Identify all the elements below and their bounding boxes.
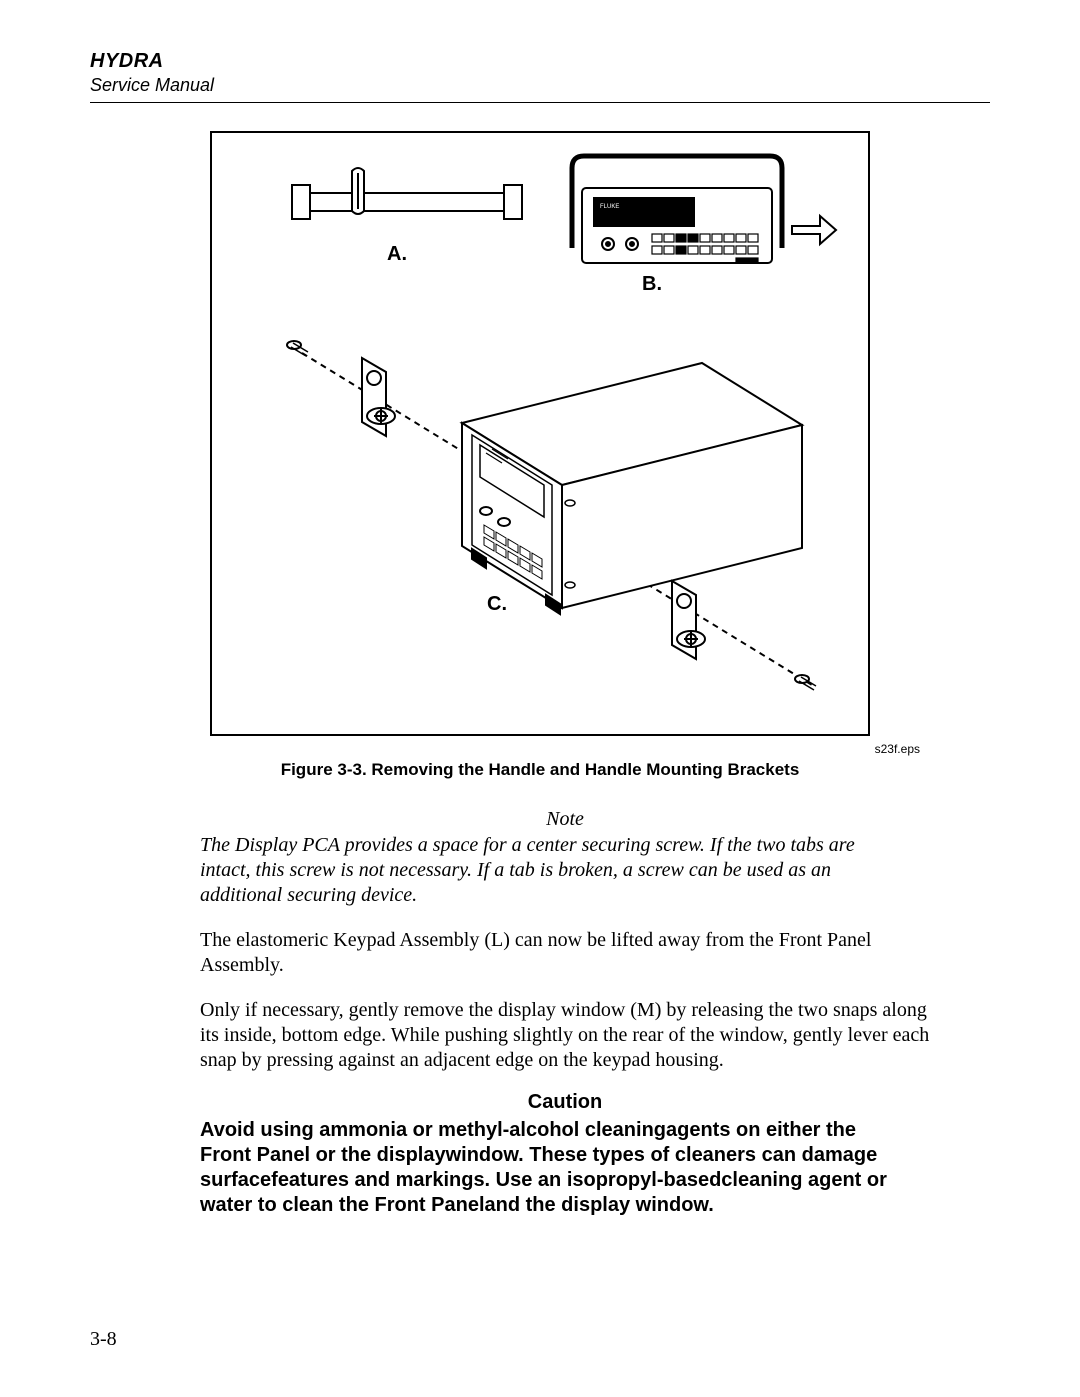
note-body: The Display PCA provides a space for a c… [200, 833, 890, 908]
figure-label-b: B. [642, 273, 662, 296]
figure-caption: Figure 3-3. Removing the Handle and Hand… [90, 760, 990, 780]
figure-box: A. FLUKE [210, 131, 870, 736]
figure-label-a: A. [387, 243, 407, 266]
figure-label-c: C. [487, 593, 507, 616]
figure-panel-b: FLUKE [552, 148, 842, 278]
figure-container: A. FLUKE [90, 131, 990, 736]
note-heading: Note [200, 808, 930, 831]
caution-body: Avoid using ammonia or methyl-alcohol cl… [200, 1118, 890, 1218]
body-column: Note The Display PCA provides a space fo… [200, 808, 930, 1218]
caution-heading: Caution [200, 1091, 930, 1114]
header-rule [90, 102, 990, 103]
header-title: HYDRA [90, 50, 990, 73]
figure-filename-row: s23f.eps [160, 742, 920, 756]
body-paragraph-2: Only if necessary, gently remove the dis… [200, 998, 930, 1073]
figure-panel-a [282, 163, 532, 243]
header-subtitle: Service Manual [90, 75, 990, 96]
page: HYDRA Service Manual A. [0, 0, 1080, 1397]
body-paragraph-1: The elastomeric Keypad Assembly (L) can … [200, 928, 930, 978]
page-number: 3-8 [90, 1328, 117, 1351]
running-header: HYDRA Service Manual [90, 50, 990, 96]
svg-text:FLUKE: FLUKE [600, 204, 619, 210]
figure-filename: s23f.eps [875, 742, 920, 756]
figure-panel-c [272, 303, 832, 723]
